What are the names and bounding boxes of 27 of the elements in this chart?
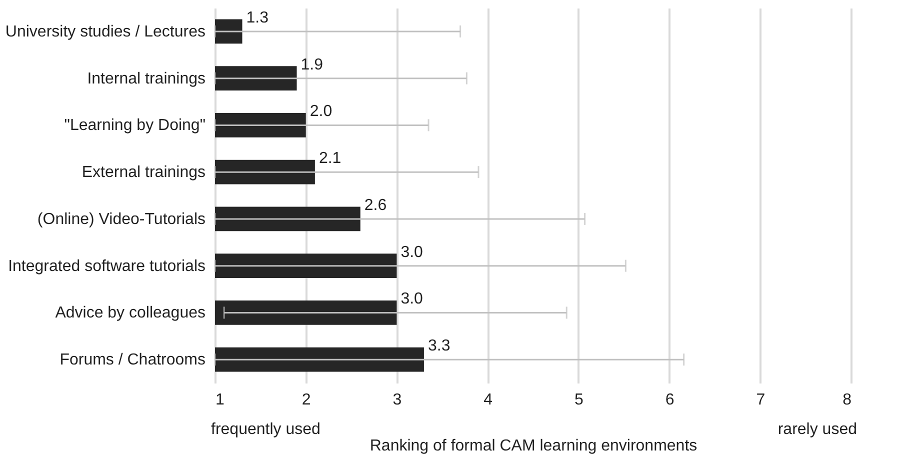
x-tick-label: 3 [392, 392, 402, 408]
text: frequently used [211, 421, 320, 438]
x-tick-label: 8 [842, 392, 852, 408]
data-label: 3.0 [400, 290, 424, 308]
y-tick-label: Internal trainings [87, 70, 206, 88]
data-label: 3.3 [428, 338, 450, 355]
y-tick-label: Forums / Chatrooms [60, 352, 206, 369]
y-tick-label: "Learning by Doing" [64, 117, 206, 134]
y-tick-label: External trainings [82, 164, 206, 182]
y-tick-label: Integrated software tutorials [8, 258, 206, 275]
y-tick-label: (Online) Video-Tutorials [37, 210, 206, 228]
y-tick-label: Advice by colleagues [55, 304, 206, 322]
data-label: 1.9 [300, 56, 324, 74]
data-label: 2.0 [310, 103, 332, 120]
x-tick-label: 5 [574, 392, 584, 408]
x-tick-label: 6 [665, 392, 674, 408]
data-label: 3.0 [400, 244, 424, 261]
data-label: 1.3 [246, 9, 269, 26]
x-tick-label: 1 [216, 392, 224, 408]
x-tick-label: 2 [302, 392, 311, 408]
text: rarely used [778, 421, 857, 438]
data-label: 2.1 [318, 150, 342, 168]
x-tick-label: 4 [484, 392, 493, 408]
data-label: 2.6 [364, 196, 387, 214]
y-tick-label: University studies / Lectures [5, 23, 206, 40]
x-axis-title: Ranking of formal CAM learning environments [370, 438, 698, 454]
x-tick-label: 7 [756, 392, 766, 408]
